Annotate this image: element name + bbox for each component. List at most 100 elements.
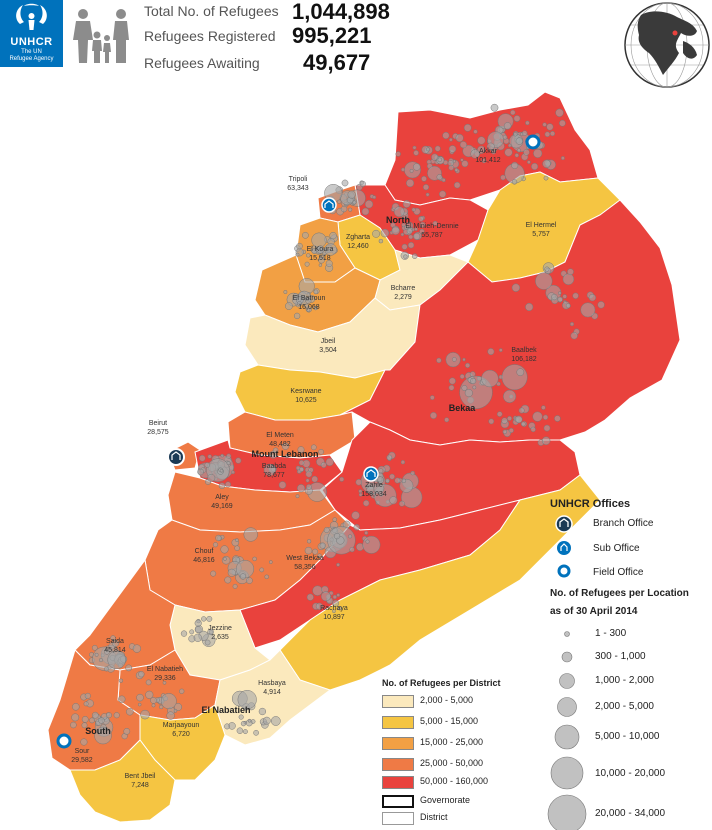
location-bubble — [304, 546, 313, 555]
location-bubble — [401, 222, 406, 228]
location-bubble — [252, 556, 257, 562]
location-bubble — [521, 130, 528, 136]
location-bubble — [533, 148, 543, 158]
governorate-boundary-label: Governorate — [420, 795, 471, 805]
district-label-hasbaya: Hasbaya 4,914 — [258, 680, 286, 696]
location-bubble — [413, 163, 421, 171]
location-bubble — [465, 362, 471, 368]
district-legend-class-1: 2,000 - 5,000 — [420, 695, 474, 705]
district-legend-swatch-4 — [382, 758, 414, 771]
location-bubble — [400, 460, 406, 465]
location-bubble — [486, 142, 495, 151]
registered-refugees-label: Refugees Registered — [144, 28, 276, 44]
governorate-label-mount-lebanon: Mount Lebanon — [252, 449, 319, 459]
location-bubble — [302, 231, 309, 239]
location-bubble — [444, 417, 450, 423]
location-bubble — [138, 671, 145, 678]
location-bubble — [180, 630, 188, 637]
location-bubble — [431, 153, 439, 161]
location-bubble — [355, 478, 363, 486]
location-bubble — [83, 701, 89, 707]
location-bubble — [408, 234, 414, 240]
location-bubble — [270, 716, 281, 726]
district-legend-class-3: 15,000 - 25,000 — [420, 737, 484, 747]
family-icon — [73, 9, 129, 63]
district-legend-swatch-2 — [382, 716, 414, 729]
location-bubble — [597, 301, 605, 309]
location-bubble — [477, 136, 486, 145]
location-bubble — [218, 482, 226, 490]
location-bubble — [341, 179, 349, 187]
location-bubble — [546, 123, 554, 131]
location-bubble — [580, 302, 596, 318]
location-bubble — [515, 137, 523, 145]
location-bubble — [488, 418, 495, 425]
governorate-label-north: North — [386, 215, 410, 225]
location-bubble — [325, 457, 334, 467]
district-label-saida: Saida 45,814 — [104, 638, 126, 654]
svg-text:Jbeil: Jbeil — [321, 338, 336, 345]
governorate-label-bekaa: Bekaa — [449, 403, 477, 413]
location-bubble — [333, 532, 341, 540]
location-bubble — [543, 424, 551, 432]
bubble-legend-class-4: 2,000 - 5,000 — [595, 701, 654, 712]
location-bubble — [437, 157, 443, 163]
location-bubble — [362, 535, 381, 554]
svg-text:El Meten: El Meten — [266, 432, 294, 439]
location-bubble — [348, 534, 353, 539]
bubble-legend-class-5: 5,000 - 10,000 — [595, 731, 660, 742]
location-bubble — [543, 175, 549, 181]
location-bubble — [132, 644, 142, 653]
location-bubble — [352, 200, 357, 205]
location-bubble — [227, 568, 236, 577]
district-label-el-koura: El Koura 15,518 — [307, 246, 334, 262]
bubble-legend-circle-2 — [561, 651, 573, 663]
location-bubble — [525, 120, 530, 126]
svg-text:7,248: 7,248 — [131, 782, 149, 789]
location-bubble — [523, 149, 530, 156]
location-bubble — [250, 719, 256, 724]
location-bubble — [448, 377, 456, 385]
location-bubble — [204, 639, 211, 646]
svg-text:49,169: 49,169 — [211, 503, 233, 510]
location-bubble — [126, 707, 134, 716]
total-refugees-value: 1,044,898 — [292, 0, 390, 24]
location-bubble — [329, 231, 337, 240]
location-bubble — [324, 243, 337, 256]
district-label-zahle: Zahle 158,034 — [361, 482, 386, 498]
location-bubble — [247, 718, 252, 723]
location-bubble — [332, 599, 340, 607]
location-bubble — [361, 207, 370, 216]
location-bubble — [422, 184, 430, 191]
location-bubble — [299, 466, 305, 472]
location-bubble — [541, 405, 546, 410]
location-bubble — [353, 524, 360, 531]
location-bubble — [391, 226, 400, 235]
location-bubble — [372, 195, 377, 200]
location-bubble — [347, 190, 356, 199]
location-bubble — [565, 303, 571, 309]
location-bubble — [296, 242, 303, 250]
location-bubble — [481, 369, 499, 388]
location-bubble — [194, 619, 202, 627]
location-bubble — [226, 461, 231, 466]
location-bubble — [242, 729, 248, 735]
location-bubble — [268, 560, 273, 564]
location-bubble — [380, 228, 390, 238]
location-bubble — [560, 156, 565, 161]
district-label-chouf: Chouf 46,816 — [193, 548, 215, 564]
location-bubble — [246, 577, 253, 584]
location-bubble — [150, 697, 157, 704]
location-bubble — [588, 293, 597, 302]
location-bubble — [551, 293, 558, 301]
location-bubble — [462, 357, 466, 362]
location-bubble — [470, 149, 480, 159]
svg-text:Sour: Sour — [75, 748, 90, 755]
location-bubble — [243, 527, 258, 542]
bubble-legend-class-7: 20,000 - 34,000 — [595, 808, 666, 819]
bubble-legend-class-1: 1 - 300 — [595, 628, 627, 639]
logo-subtitle-line-2: Refugee Agency — [9, 56, 54, 62]
district-label-bent-jbeil: Bent Jbeil 7,248 — [125, 773, 156, 789]
location-bubble — [174, 703, 183, 711]
